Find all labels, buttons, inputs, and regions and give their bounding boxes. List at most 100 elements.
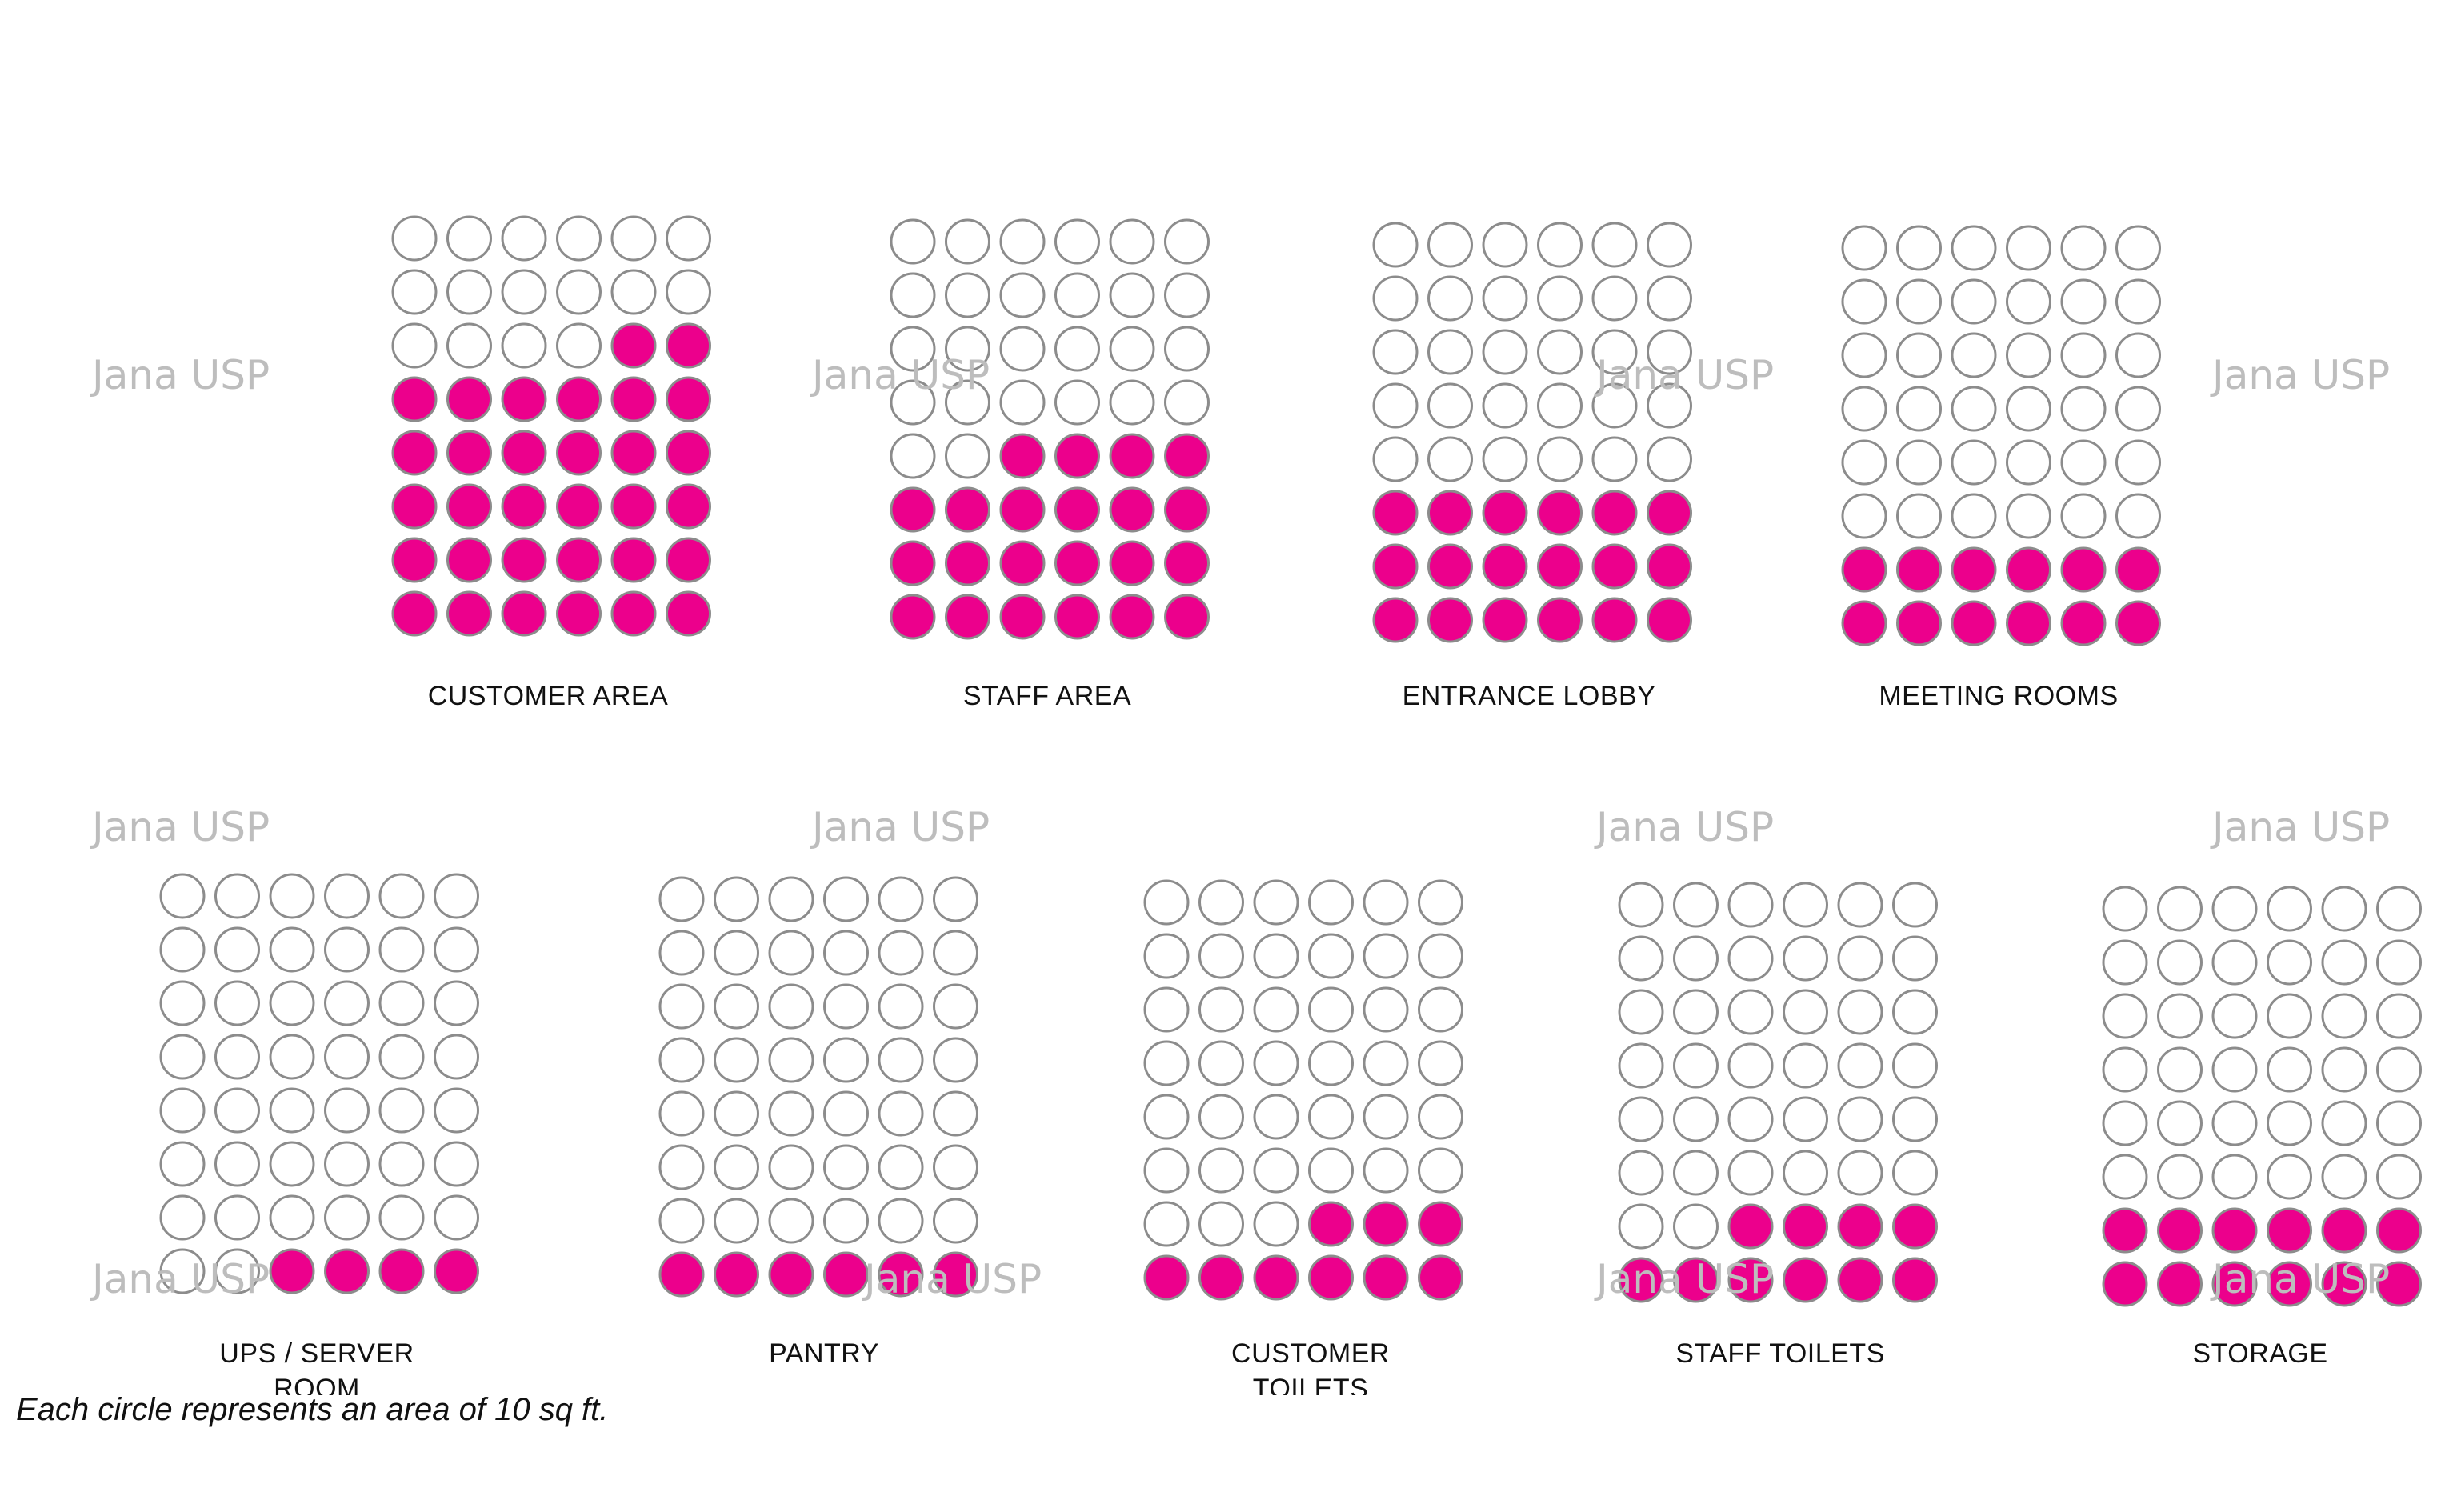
- filled-circle: [610, 537, 657, 583]
- filled-circle: [556, 590, 602, 637]
- label-line: CUSTOMER: [1231, 1338, 1390, 1369]
- empty-circle: [1537, 329, 1583, 375]
- empty-circle: [823, 983, 869, 1030]
- empty-circle: [1054, 218, 1100, 265]
- empty-circle: [1418, 1094, 1463, 1140]
- empty-circle: [714, 1144, 759, 1190]
- empty-circle: [2060, 332, 2107, 378]
- filled-circle: [1647, 490, 1692, 536]
- empty-circle: [1892, 882, 1938, 928]
- empty-circle: [2102, 939, 2148, 986]
- empty-circle: [890, 272, 936, 318]
- filled-circle: [610, 322, 657, 369]
- empty-circle: [214, 873, 260, 919]
- filled-circle: [610, 376, 657, 422]
- empty-circle: [1841, 439, 1887, 486]
- empty-circle: [1537, 275, 1583, 322]
- empty-circle: [1482, 222, 1528, 268]
- empty-circle: [1951, 225, 1997, 271]
- area-label-pantry: PANTRY: [584, 1336, 1064, 1371]
- empty-circle: [1427, 275, 1473, 322]
- empty-circle: [1109, 272, 1155, 318]
- empty-circle: [823, 1037, 869, 1083]
- empty-circle: [999, 218, 1046, 265]
- empty-circle: [1951, 332, 1997, 378]
- filled-circle: [1482, 543, 1528, 590]
- empty-circle: [714, 983, 759, 1030]
- empty-circle: [878, 983, 924, 1030]
- empty-circle: [1783, 1096, 1828, 1142]
- empty-circle: [1727, 989, 1774, 1035]
- empty-circle: [2211, 1046, 2258, 1093]
- empty-circle: [1482, 382, 1528, 429]
- filled-circle: [446, 430, 492, 476]
- empty-circle: [666, 269, 711, 315]
- filled-circle: [1837, 1203, 1883, 1250]
- empty-circle: [434, 926, 479, 973]
- filled-circle: [1143, 1254, 1190, 1301]
- empty-circle: [658, 1037, 705, 1083]
- empty-circle: [2376, 993, 2422, 1039]
- filled-circle: [391, 537, 438, 583]
- empty-circle: [1673, 1042, 1719, 1089]
- empty-circle: [1892, 1150, 1938, 1196]
- filled-circle: [556, 376, 602, 422]
- filled-circle: [1537, 597, 1583, 643]
- empty-circle: [324, 1034, 370, 1080]
- empty-circle: [658, 876, 705, 922]
- empty-circle: [1837, 882, 1883, 928]
- empty-circle: [391, 215, 438, 262]
- empty-circle: [2157, 1046, 2203, 1093]
- empty-circle: [446, 322, 492, 369]
- empty-circle: [1783, 882, 1828, 928]
- empty-circle: [1841, 278, 1887, 325]
- filled-circle: [378, 1248, 425, 1294]
- filled-circle: [2115, 600, 2161, 646]
- empty-circle: [2006, 278, 2051, 325]
- empty-circle: [378, 1141, 425, 1187]
- empty-circle: [1198, 1201, 1244, 1247]
- empty-circle: [1482, 329, 1528, 375]
- filled-circle: [658, 1251, 705, 1298]
- empty-circle: [1372, 275, 1419, 322]
- empty-circle: [2376, 1154, 2422, 1200]
- empty-circle: [658, 983, 705, 1030]
- empty-circle: [434, 1034, 479, 1080]
- empty-circle: [2321, 1100, 2367, 1146]
- empty-circle: [823, 1144, 869, 1190]
- empty-circle: [878, 1037, 924, 1083]
- empty-circle: [1253, 1201, 1299, 1247]
- label-line: ROOM: [274, 1374, 360, 1395]
- empty-circle: [2115, 225, 2161, 271]
- empty-circle: [1164, 272, 1210, 318]
- empty-circle: [378, 873, 425, 919]
- empty-circle: [1537, 222, 1583, 268]
- empty-circle: [999, 379, 1046, 426]
- empty-circle: [890, 379, 936, 426]
- empty-circle: [2157, 993, 2203, 1039]
- empty-circle: [159, 1141, 206, 1187]
- empty-circle: [1647, 436, 1692, 482]
- empty-circle: [1054, 379, 1100, 426]
- filled-circle: [666, 590, 711, 637]
- empty-circle: [823, 876, 869, 922]
- filled-circle: [446, 590, 492, 637]
- filled-circle: [2267, 1207, 2312, 1254]
- empty-circle: [999, 326, 1046, 372]
- filled-circle: [2321, 1207, 2367, 1254]
- empty-circle: [2115, 332, 2161, 378]
- filled-circle: [501, 430, 547, 476]
- filled-circle: [1591, 543, 1638, 590]
- empty-circle: [1109, 379, 1155, 426]
- empty-circle: [1892, 989, 1938, 1035]
- filled-circle: [1647, 543, 1692, 590]
- filled-circle: [1363, 1254, 1409, 1301]
- label-line: STAFF AREA: [962, 681, 1132, 711]
- empty-circle: [823, 930, 869, 976]
- filled-circle: [2157, 1207, 2203, 1254]
- filled-circle: [999, 594, 1046, 640]
- filled-circle: [1647, 597, 1692, 643]
- empty-circle: [1727, 1150, 1774, 1196]
- empty-circle: [1837, 1150, 1883, 1196]
- filled-circle: [434, 1248, 479, 1294]
